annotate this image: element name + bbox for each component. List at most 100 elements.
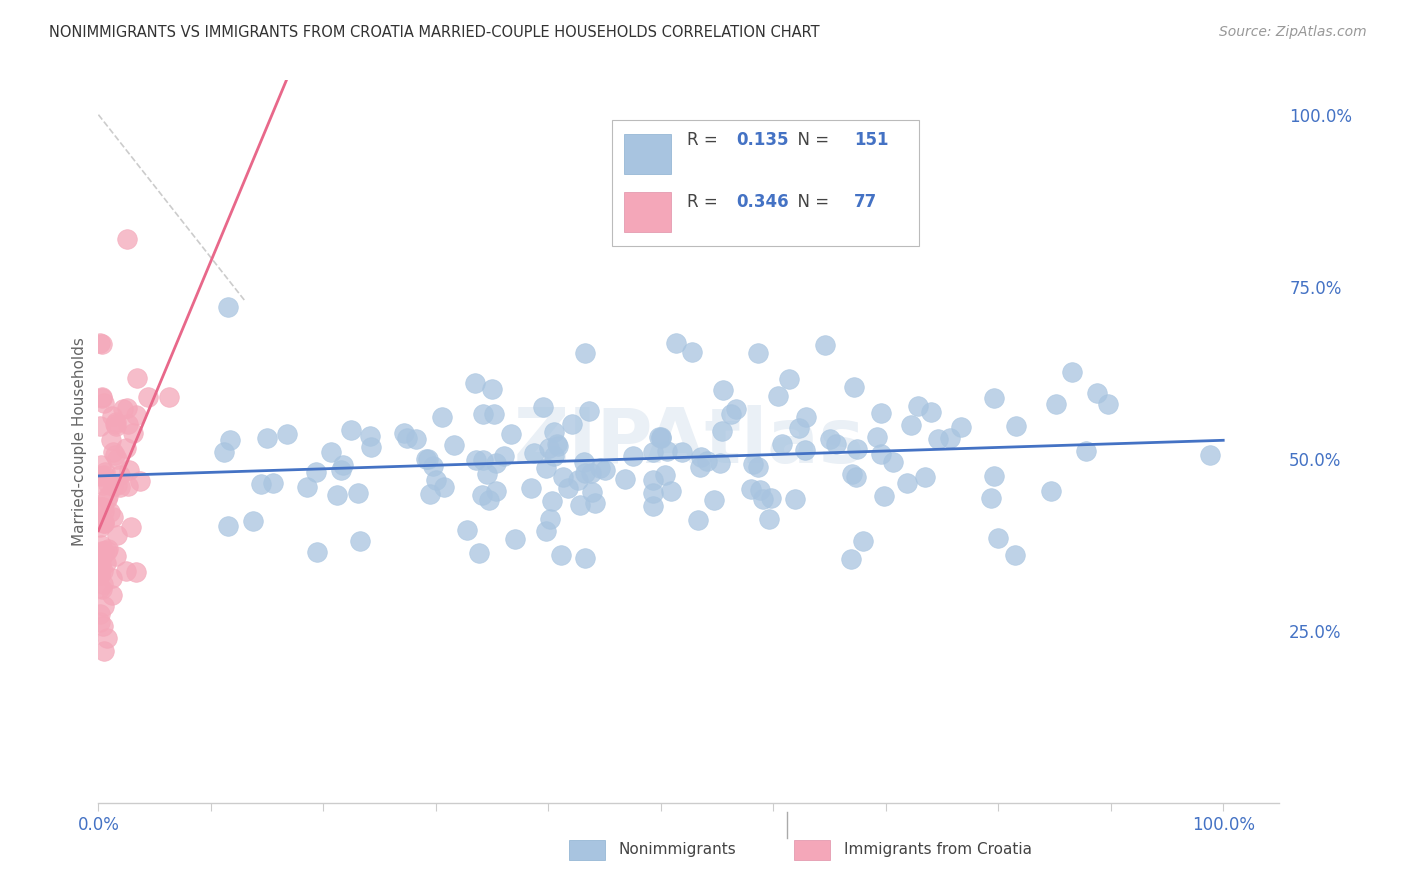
Point (405, 433, 427, 447)
Point (579, 466, 602, 480)
Point (217, 519, 239, 533)
Text: 77: 77 (855, 193, 877, 211)
Point (96, 631, 118, 645)
Point (711, 425, 734, 439)
Point (456, 523, 478, 537)
Point (950, 420, 973, 434)
Point (91, 478, 114, 492)
Point (305, 465, 328, 479)
Point (295, 480, 318, 494)
Point (349, 533, 371, 548)
Point (794, 442, 817, 457)
Point (574, 551, 596, 566)
Point (589, 460, 612, 475)
Point (900, 418, 922, 433)
Point (1097, 397, 1119, 411)
Point (125, 565, 148, 579)
Point (537, 441, 560, 455)
Point (752, 492, 775, 507)
Point (105, 451, 128, 466)
Point (108, 480, 131, 494)
Point (465, 453, 488, 467)
Y-axis label: Married-couple Households: Married-couple Households (72, 337, 87, 546)
Point (621, 449, 644, 463)
Point (91, 337, 114, 351)
Point (503, 532, 526, 546)
Point (709, 456, 731, 470)
Point (747, 459, 769, 474)
Point (93, 619, 115, 633)
Point (711, 384, 734, 398)
Point (90, 558, 112, 573)
Point (484, 456, 506, 470)
Point (98, 505, 121, 519)
Point (839, 552, 862, 566)
Point (647, 430, 669, 444)
Point (90, 538, 112, 552)
Point (696, 454, 718, 468)
Point (543, 449, 565, 463)
Point (682, 345, 704, 359)
Point (100, 571, 122, 585)
Point (869, 407, 891, 421)
Point (789, 420, 811, 434)
Point (96, 556, 118, 570)
Point (655, 444, 678, 458)
Point (104, 417, 127, 431)
Point (866, 429, 889, 443)
Point (93, 516, 115, 530)
Point (546, 436, 568, 450)
Point (157, 390, 180, 404)
Point (105, 478, 128, 492)
Point (115, 401, 138, 415)
Point (93, 504, 115, 518)
Point (93, 514, 115, 528)
Point (249, 476, 271, 491)
Point (90, 469, 112, 483)
Point (138, 390, 160, 404)
Point (422, 459, 444, 474)
Point (89, 336, 111, 351)
Point (93, 644, 115, 658)
Point (665, 336, 688, 351)
Point (125, 371, 148, 385)
Point (118, 463, 141, 477)
Point (347, 485, 370, 500)
Point (392, 425, 415, 440)
Point (583, 496, 606, 510)
Point (425, 473, 447, 487)
Point (472, 453, 495, 467)
Point (987, 531, 1010, 545)
Point (778, 372, 800, 386)
Point (432, 409, 454, 424)
Point (481, 382, 503, 396)
Point (100, 433, 122, 447)
Point (117, 478, 139, 492)
Point (896, 475, 918, 490)
Point (219, 433, 242, 447)
Point (690, 450, 713, 464)
Point (561, 417, 583, 431)
Point (494, 449, 516, 463)
Point (844, 380, 866, 394)
Text: Nonimmigrants: Nonimmigrants (619, 842, 737, 856)
Point (105, 415, 128, 429)
Point (108, 468, 131, 483)
Point (125, 408, 148, 422)
Point (101, 588, 124, 602)
Point (983, 469, 1005, 483)
Point (359, 429, 381, 443)
Point (1199, 448, 1222, 462)
Point (1085, 385, 1108, 400)
Point (416, 451, 439, 466)
Point (659, 483, 682, 498)
Point (614, 472, 637, 486)
Point (89, 520, 111, 534)
Point (523, 446, 546, 460)
Point (484, 407, 506, 421)
Point (115, 231, 138, 245)
Point (326, 488, 349, 502)
Point (89, 500, 111, 514)
Point (395, 431, 418, 445)
Point (105, 549, 128, 564)
